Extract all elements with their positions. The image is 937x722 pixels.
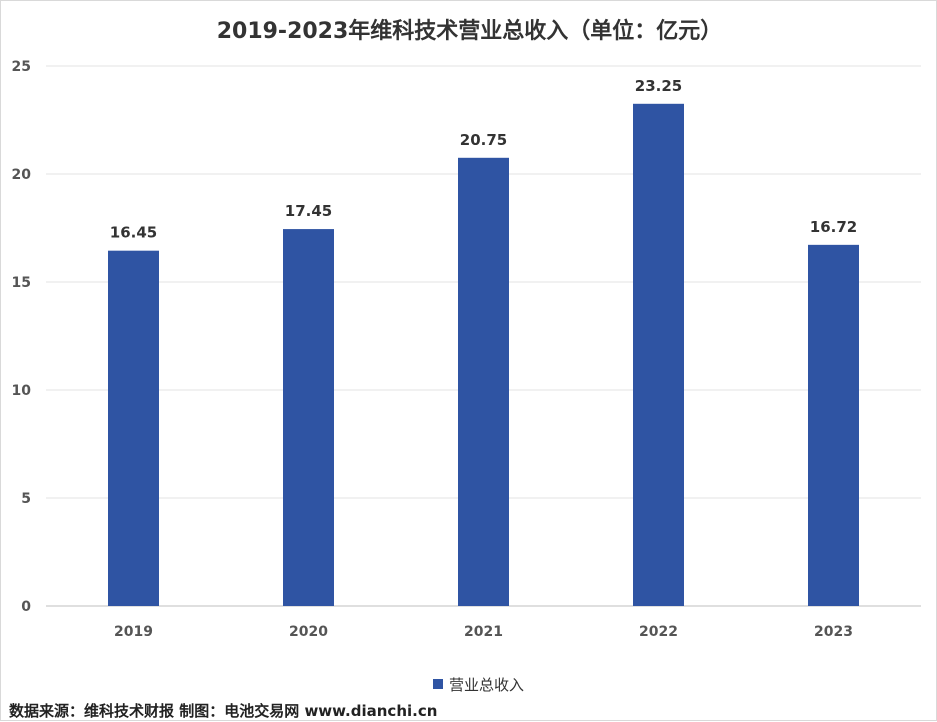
x-tick-label: 2021	[464, 624, 503, 640]
bar	[458, 157, 509, 607]
x-tick-label: 2022	[639, 624, 678, 640]
x-tick-label: 2023	[814, 624, 853, 640]
chart-title: 2019-2023年维科技术营业总收入（单位：亿元）	[216, 19, 723, 44]
data-label: 20.75	[460, 131, 507, 149]
source-note: 数据来源：维科技术财报 制图：电池交易网 www.dianchi.cn	[9, 702, 438, 720]
y-tick-label: 10	[12, 383, 32, 399]
bar	[283, 229, 334, 606]
legend-label: 营业总收入	[449, 675, 525, 694]
data-label: 23.25	[635, 77, 682, 95]
data-label: 16.72	[810, 218, 857, 236]
y-tick-label: 25	[12, 59, 31, 75]
x-tick-label: 2019	[114, 624, 153, 640]
y-tick-label: 15	[12, 275, 31, 291]
legend: 营业总收入	[433, 674, 524, 694]
bar	[633, 103, 684, 607]
y-tick-label: 5	[21, 491, 31, 507]
data-label: 17.45	[285, 202, 332, 220]
bar	[108, 250, 159, 606]
y-tick-label: 20	[12, 167, 32, 183]
x-tick-label: 2020	[289, 624, 328, 640]
data-label: 16.45	[110, 224, 157, 242]
bar	[808, 244, 859, 606]
y-tick-label: 0	[21, 599, 31, 615]
legend-swatch	[433, 679, 443, 689]
